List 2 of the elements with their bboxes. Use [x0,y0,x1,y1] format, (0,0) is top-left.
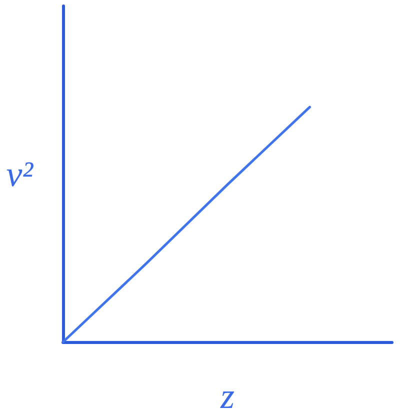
x-axis-title: z [219,376,235,416]
y-axis-title: v² [6,154,34,194]
